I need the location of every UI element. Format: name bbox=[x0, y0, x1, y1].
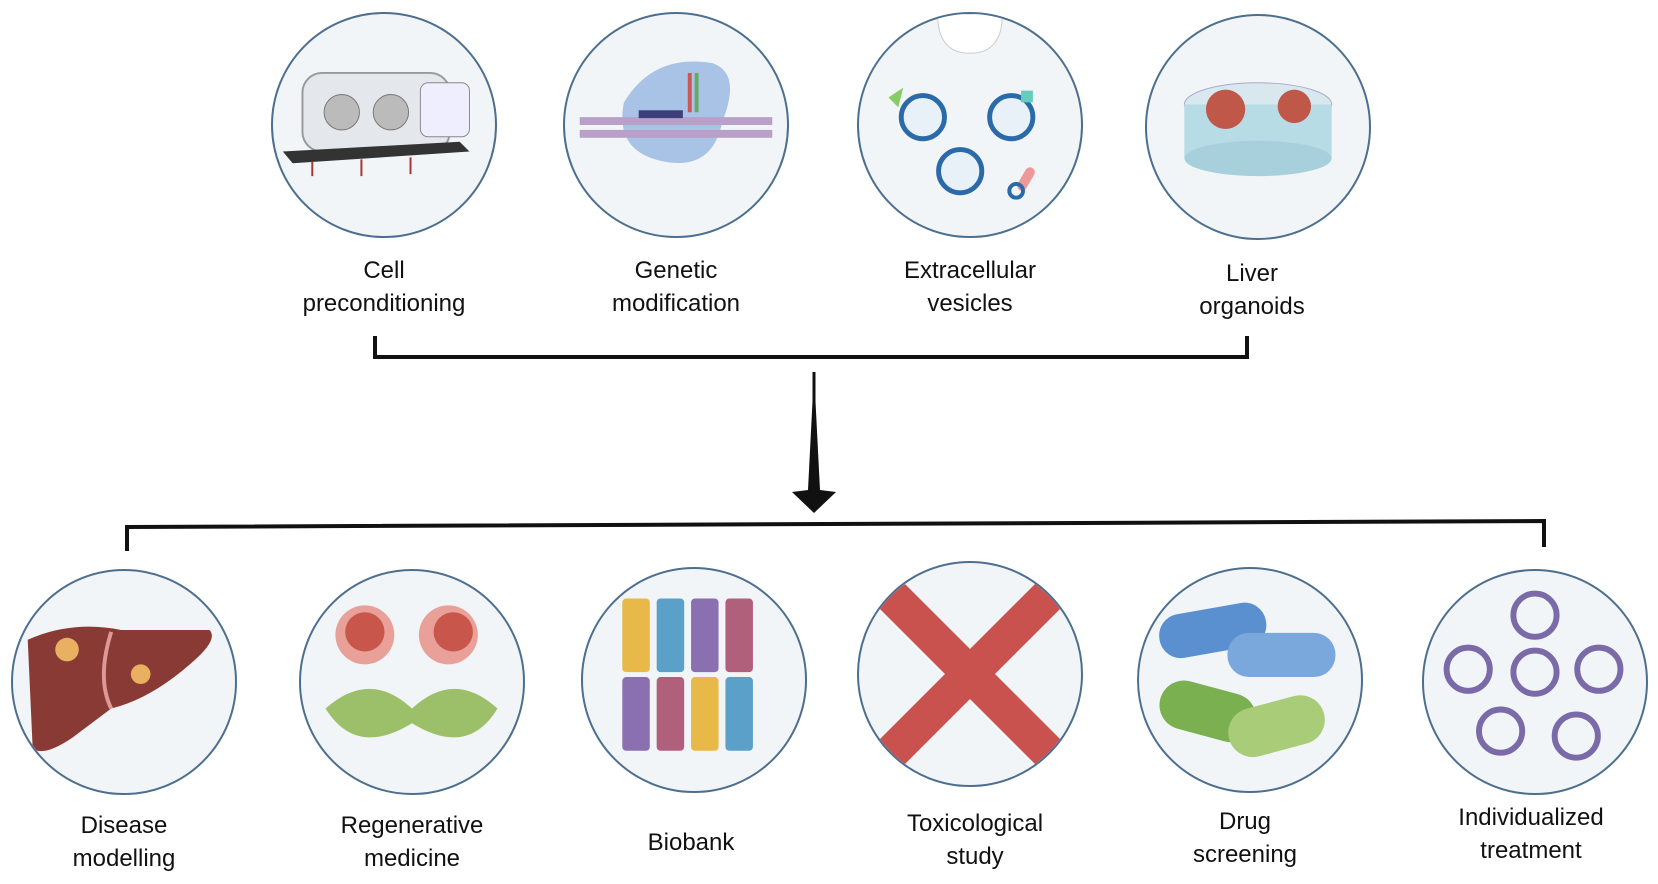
top-bracket bbox=[373, 336, 1249, 359]
label-disease-modelling: Disease modelling bbox=[0, 809, 254, 875]
label-drug-screening: Drug screening bbox=[1115, 805, 1375, 871]
bottom-bracket bbox=[125, 518, 1546, 551]
label-line: modification bbox=[611, 290, 741, 317]
label-line: Cell bbox=[363, 257, 405, 284]
label-liver-organoids: Liver organoids bbox=[1122, 257, 1382, 323]
vesicles-icon bbox=[857, 12, 1083, 238]
label-line: study bbox=[946, 843, 1004, 870]
arrow-head-icon bbox=[792, 372, 836, 513]
label-line: Liver bbox=[1225, 260, 1279, 287]
red-cross-icon bbox=[857, 561, 1083, 787]
label-extracellular-vesicles: Extracellular vesicles bbox=[840, 254, 1100, 320]
label-line: modelling bbox=[72, 845, 176, 872]
label-biobank: Biobank bbox=[561, 826, 821, 859]
label-line: Toxicological bbox=[906, 810, 1044, 837]
label-line: Disease bbox=[80, 812, 168, 839]
label-genetic-modification: Genetic modification bbox=[546, 254, 806, 320]
label-line: Drug bbox=[1218, 808, 1272, 835]
label-line: Regenerative bbox=[340, 812, 484, 839]
liver-icon bbox=[11, 569, 237, 795]
label-line: treatment bbox=[1480, 837, 1582, 864]
label-line: Genetic bbox=[634, 257, 718, 284]
label-line: Individualized bbox=[1458, 804, 1604, 831]
sample-tubes-icon bbox=[581, 567, 807, 793]
label-regenerative-medicine: Regenerative medicine bbox=[282, 809, 542, 875]
dna-editing-icon bbox=[563, 12, 789, 238]
label-line: preconditioning bbox=[302, 290, 466, 317]
label-line: screening bbox=[1192, 841, 1298, 868]
label-line: organoids bbox=[1199, 293, 1305, 320]
label-cell-preconditioning: Cell preconditioning bbox=[254, 254, 514, 320]
label-toxicological-study: Toxicological study bbox=[845, 807, 1105, 873]
label-line: vesicles bbox=[927, 290, 1013, 317]
petri-dish-organoids-icon bbox=[1145, 14, 1371, 240]
cycle-rings-icon bbox=[1422, 569, 1648, 795]
capsules-icon bbox=[1137, 567, 1363, 793]
glovebox-icon bbox=[271, 12, 497, 238]
cells-mitochondria-icon bbox=[299, 569, 525, 795]
label-line: Biobank bbox=[647, 829, 735, 856]
label-individualized-treatment: Individualized treatment bbox=[1401, 801, 1658, 867]
label-line: Extracellular bbox=[903, 257, 1037, 284]
label-line: medicine bbox=[363, 845, 461, 872]
